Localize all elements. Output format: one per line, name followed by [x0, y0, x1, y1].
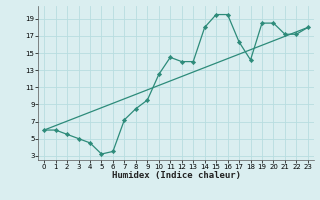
X-axis label: Humidex (Indice chaleur): Humidex (Indice chaleur): [111, 171, 241, 180]
